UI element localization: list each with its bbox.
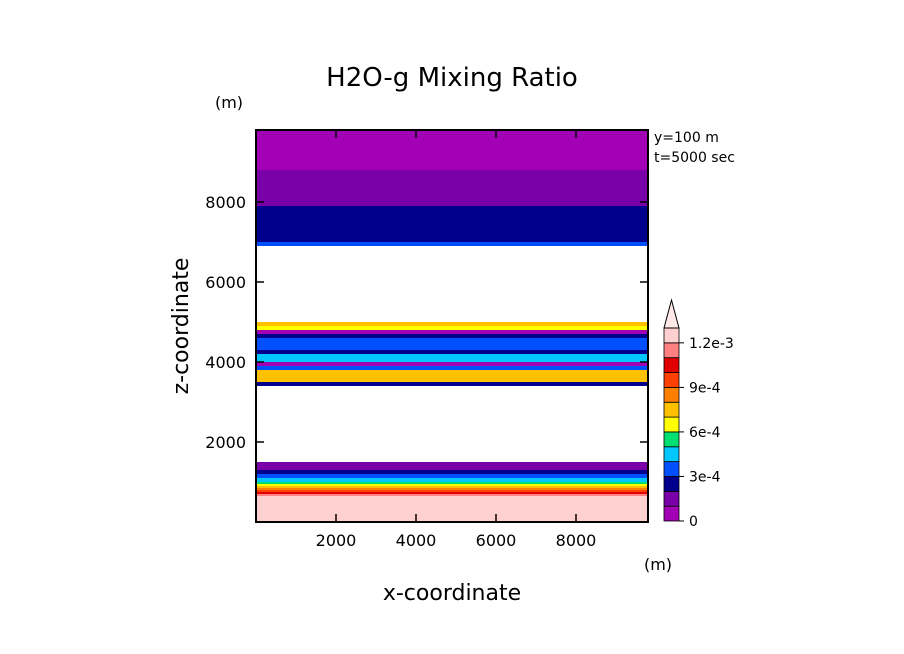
contour-band-7-1 [256, 370, 648, 382]
colorbar-extend-arrow [663, 298, 680, 329]
x-tick-label: 2000 [316, 531, 357, 550]
colorbar-swatch [663, 505, 680, 522]
colorbar-label: 6e-4 [689, 425, 721, 441]
y-tick-label: 4000 [205, 353, 246, 372]
y-ticks: 2000 4000 6000 8000 [205, 193, 648, 452]
colorbar-swatch [663, 386, 680, 403]
colorbar-label: 0 [689, 514, 698, 530]
annotation-t: t=5000 sec [654, 150, 735, 166]
y-axis-label: z-coordinate [169, 258, 194, 395]
dry-region-0-1 [256, 246, 648, 322]
colorbar-swatch [663, 357, 680, 373]
colorbar-label: 9e-4 [689, 380, 721, 396]
colorbar-swatch [663, 372, 680, 388]
colorbar-label: 3e-4 [689, 469, 721, 485]
colorbar-swatch [663, 327, 680, 344]
x-axis-label: x-coordinate [383, 581, 521, 606]
colorbar-label: 1.2e-3 [689, 336, 734, 352]
contour-band-4-1 [256, 354, 648, 362]
colorbar: 0 3e-4 6e-4 9e-4 1.2e-3 [663, 298, 734, 530]
colorbar-swatch [663, 431, 680, 448]
colorbar-swatch [663, 476, 680, 492]
colorbar-swatch [663, 401, 680, 418]
x-unit-label: (m) [644, 555, 672, 574]
x-tick-label: 8000 [556, 531, 597, 550]
y-tick-label: 8000 [205, 193, 246, 212]
colorbar-swatch [663, 490, 680, 507]
contour-band-3-1 [256, 338, 648, 350]
contour-band-12-0 [256, 496, 648, 522]
colorbar-swatch [663, 461, 680, 477]
annotation-y: y=100 m [654, 130, 719, 146]
x-tick-label: 4000 [396, 531, 437, 550]
plot-area [256, 130, 648, 522]
x-ticks: 2000 4000 6000 8000 [316, 130, 597, 550]
y-unit-label: (m) [215, 93, 243, 112]
colorbar-swatch [663, 446, 680, 463]
colorbar-swatch [663, 342, 680, 359]
chart-title: H2O-g Mixing Ratio [326, 63, 578, 93]
x-tick-label: 6000 [476, 531, 517, 550]
plot-frame [255, 129, 649, 523]
colorbar-swatch [663, 416, 680, 433]
y-tick-label: 6000 [205, 273, 246, 292]
y-tick-label: 2000 [205, 433, 246, 452]
dry-region-0-0 [256, 386, 648, 462]
